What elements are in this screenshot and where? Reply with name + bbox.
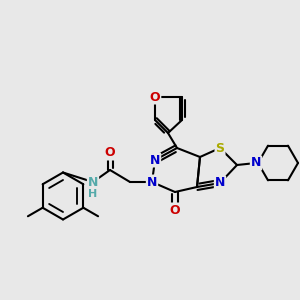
Text: N: N — [251, 157, 261, 169]
Text: N: N — [88, 176, 98, 188]
Text: N: N — [150, 154, 160, 166]
Text: H: H — [88, 189, 98, 199]
Text: N: N — [147, 176, 157, 188]
Text: N: N — [215, 176, 225, 190]
Text: O: O — [150, 91, 160, 103]
Text: S: S — [215, 142, 224, 154]
Text: O: O — [105, 146, 115, 160]
Text: O: O — [170, 203, 180, 217]
